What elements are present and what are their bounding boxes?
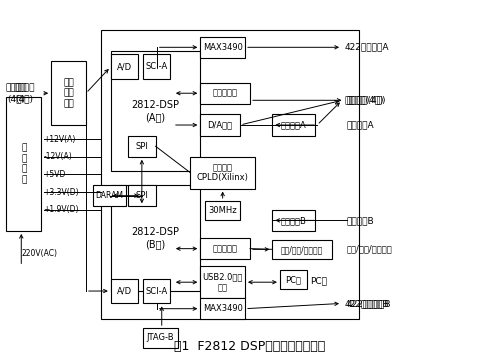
Bar [272,240,332,259]
Text: 信号
调理
模块: 信号 调理 模块 [63,78,74,108]
Bar [200,266,245,298]
Text: 电
源
模
块: 电 源 模 块 [21,144,26,184]
Text: DARAM: DARAM [96,191,124,200]
Text: 逻辑控制
CPLD(Xilinx): 逻辑控制 CPLD(Xilinx) [196,163,248,182]
Bar [272,114,314,136]
Bar [200,114,240,136]
Bar [200,298,245,319]
Bar [111,51,200,171]
Text: 液晶/键盘/声光指示: 液晶/键盘/声光指示 [281,245,324,254]
Text: MAX3490: MAX3490 [202,304,242,313]
Text: 2812-DSP
(A机): 2812-DSP (A机) [132,100,180,122]
Bar [143,328,178,347]
Text: 复位电路B: 复位电路B [347,216,374,225]
Bar [6,97,41,231]
Text: +5VD: +5VD [44,170,66,179]
Text: 液晶/键盘/声光指示: 液晶/键盘/声光指示 [347,245,393,254]
Bar [200,37,245,58]
Bar [111,185,200,291]
Text: 2812-DSP
(B机): 2812-DSP (B机) [132,227,180,249]
Bar [51,62,86,125]
Text: 复位电路A: 复位电路A [347,121,374,130]
Text: 模拟输出(4路): 模拟输出(4路) [347,96,387,105]
Bar [190,157,255,189]
Bar [280,270,307,289]
Text: 422串行接口A: 422串行接口A [344,43,389,52]
Text: 扩展存储器: 扩展存储器 [212,244,238,253]
Text: A/D: A/D [117,62,132,71]
Bar [111,279,138,303]
Text: +1.9V(D): +1.9V(D) [44,205,79,214]
Text: PC机: PC机 [286,275,302,284]
Bar [6,72,41,114]
Text: D/A模块: D/A模块 [208,121,233,130]
Bar [200,238,250,259]
Text: 复位电路B: 复位电路B [280,216,306,225]
Text: 图1  F2812 DSP双机平台功能框图: 图1 F2812 DSP双机平台功能框图 [174,340,326,353]
Bar [143,279,171,303]
Text: MAX3490: MAX3490 [202,43,242,52]
Text: 422串行接口B: 422串行接口B [344,299,389,308]
Text: 模拟输入
(4路): 模拟输入 (4路) [13,84,34,103]
Text: SCI-A: SCI-A [146,62,168,71]
Text: USB2.0接口
模块: USB2.0接口 模块 [202,272,243,292]
Text: SPI: SPI [136,142,148,151]
Text: 30MHz: 30MHz [208,206,237,215]
Bar [272,210,314,231]
Bar [200,83,250,104]
Bar [143,54,171,79]
Text: +3.3V(D): +3.3V(D) [44,188,80,197]
Text: PC机: PC机 [310,276,326,285]
Text: 422串行接口B: 422串行接口B [347,299,392,308]
Text: SPI: SPI [136,191,148,200]
Bar [94,185,126,206]
Bar [206,201,240,220]
Text: +12V(A): +12V(A) [44,135,76,143]
Text: 220V(AC): 220V(AC) [22,250,58,258]
Text: 模拟输出(4路): 模拟输出(4路) [344,96,384,105]
Text: JTAG-B: JTAG-B [146,333,174,342]
Text: 扩展存储器: 扩展存储器 [212,89,238,98]
Bar [101,30,359,319]
Text: -12V(A): -12V(A) [44,152,72,161]
Bar [128,185,156,206]
Text: 模拟输入
(4路): 模拟输入 (4路) [6,84,27,103]
Text: SCI-A: SCI-A [146,287,168,295]
Bar [128,136,156,157]
Text: A/D: A/D [117,287,132,295]
Bar [111,54,138,79]
Text: 复位电路A: 复位电路A [280,121,306,130]
